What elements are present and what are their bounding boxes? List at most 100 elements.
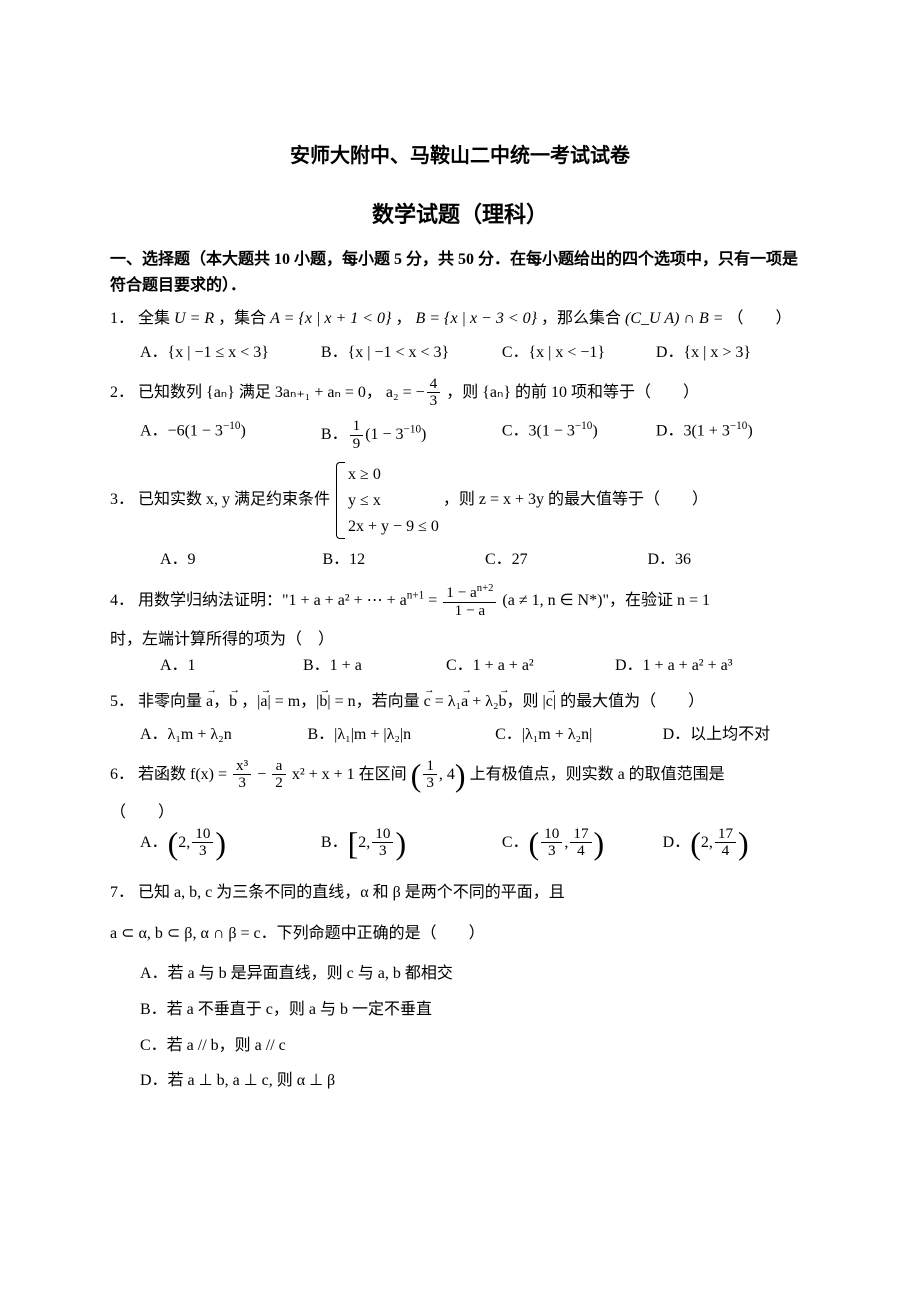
q2-optB-frac: 19 xyxy=(350,418,364,452)
q1-optB: B．{x | −1 < x < 3} xyxy=(321,340,502,366)
q4-fn-t: 1 − a xyxy=(446,584,477,601)
q2-optB-exp: −10 xyxy=(404,424,422,436)
title-sub: 数学试题（理科） xyxy=(110,197,810,232)
q6-f1n: x³ xyxy=(233,758,251,776)
q5-optC: C．|λ₁m + λ₂n| xyxy=(495,722,663,748)
q6-plD: ( xyxy=(690,827,701,859)
q6-optCln: 10 xyxy=(541,826,562,844)
q2-optB-fn: 1 xyxy=(350,418,364,436)
q6-plB: [ xyxy=(348,827,359,859)
section-header: 一、选择题（本大题共 10 小题，每小题 5 分，共 50 分．在每小题给出的四… xyxy=(110,247,810,298)
q5-vecb2: b xyxy=(319,689,327,715)
q5-num: 5． xyxy=(110,693,134,710)
q3-optD: D．36 xyxy=(648,547,811,573)
q7-optB: B．若 a 不垂直于 c，则 a 与 b 一定不垂直 xyxy=(140,997,810,1023)
q2-optC: C．3(1 − 3−10) xyxy=(502,418,656,452)
q1-aset: A = {x | x + 1 < 0} xyxy=(270,310,391,327)
q6-rr: , 4 xyxy=(439,762,455,788)
q5-options: A．λ₁m + λ₂n B．|λ₁|m + |λ₂|n C．|λ₁m + λ₂n… xyxy=(110,722,810,748)
q4-fn: 1 − an+2 xyxy=(443,583,496,603)
q5-t7: ，则 | xyxy=(507,693,546,710)
question-7: 7． 已知 a, b, c 为三条不同的直线，α 和 β 是两个不同的平面，且 … xyxy=(110,880,810,1094)
q1-num: 1． xyxy=(110,310,134,327)
q6-pl: ( xyxy=(411,759,422,791)
q7-optA: A．若 a 与 b 是异面直线，则 c 与 a, b 都相交 xyxy=(140,961,810,987)
q1-pre: 全集 xyxy=(138,310,170,327)
q6-plA: ( xyxy=(168,827,179,859)
q6-optCf2: 174 xyxy=(570,826,591,860)
q5-veca2: a xyxy=(260,689,267,715)
q2-text: 2． 已知数列 {aₙ} 满足 3aₙ₊₁ + aₙ = 0， a₂ = −43… xyxy=(110,376,810,410)
q2-optC-pre: C．3(1 − 3 xyxy=(502,422,575,439)
q6-prD: ) xyxy=(738,827,749,859)
q4-fn-s: n+2 xyxy=(477,583,494,594)
q6-t4: 上有极值点，则实数 a 的取值范围是 xyxy=(470,766,725,783)
q3-t2: ，则 z = x + 3y 的最大值等于（ ） xyxy=(443,492,708,509)
q3-c2: y ≤ x xyxy=(348,488,439,514)
q6-bpD: (2, 174) xyxy=(690,826,749,860)
q1-text: 1． 全集 U = R ，集合 A = {x | x + 1 < 0} ， B … xyxy=(110,306,810,332)
q6-optDl: 2, xyxy=(701,830,713,856)
q6-rf: 13 xyxy=(423,758,437,792)
q6-plC: ( xyxy=(529,827,540,859)
q6-f2n: a xyxy=(272,758,286,776)
q5-optB: B．|λ₁|m + |λ₂|n xyxy=(308,722,496,748)
q6-lblC: C． xyxy=(502,834,529,851)
q6-text: 6． 若函数 f(x) = x³3 − a2 x² + x + 1 在区间 (1… xyxy=(110,758,810,792)
q4-options: A．1 B．1 + a C．1 + a + a² D．1 + a + a² + … xyxy=(110,653,810,679)
question-6: 6． 若函数 f(x) = x³3 − a2 x² + x + 1 在区间 (1… xyxy=(110,758,810,860)
q5-optD: D．以上均不对 xyxy=(663,722,810,748)
q6-t3: x² + x + 1 在区间 xyxy=(292,766,407,783)
q4-num: 4． xyxy=(110,592,134,609)
q6-optBn: 10 xyxy=(372,826,393,844)
q5-vecc: c xyxy=(424,689,431,715)
q3-c1: x ≥ 0 xyxy=(348,462,439,488)
q2-t2: a₂ = − xyxy=(386,383,425,400)
q5-optA: A．λ₁m + λ₂n xyxy=(140,722,308,748)
q7-num: 7． xyxy=(110,884,134,901)
q6-optC: C．(103, 174) xyxy=(502,826,663,860)
q2-optD-post: ) xyxy=(747,422,752,439)
q6-optAf: 103 xyxy=(192,826,213,860)
q7-t1: 已知 a, b, c 为三条不同的直线，α 和 β 是两个不同的平面，且 xyxy=(138,884,565,901)
q6-f2: a2 xyxy=(272,758,286,792)
q1-mid2: ， xyxy=(395,310,411,327)
q6-lblD: D． xyxy=(663,834,691,851)
title-main: 安师大附中、马鞍山二中统一考试试卷 xyxy=(110,140,810,172)
q4-optB: B．1 + a xyxy=(303,653,446,679)
q6-num: 6． xyxy=(110,766,134,783)
question-2: 2． 已知数列 {aₙ} 满足 3aₙ₊₁ + aₙ = 0， a₂ = −43… xyxy=(110,376,810,453)
q2-optD: D．3(1 + 3−10) xyxy=(656,418,810,452)
q1-optA: A．{x | −1 ≤ x < 3} xyxy=(140,340,321,366)
q1-bset: B = {x | x − 3 < 0} xyxy=(415,310,537,327)
q3-optA: A．9 xyxy=(160,547,323,573)
q5-t6: + λ₂ xyxy=(468,693,498,710)
q6-optCrd: 4 xyxy=(570,843,591,860)
q2-optA-pre: A．−6(1 − 3 xyxy=(140,422,223,439)
question-3: 3． 已知实数 x, y 满足约束条件 x ≥ 0 y ≤ x 2x + y −… xyxy=(110,462,810,572)
q6-prA: ) xyxy=(215,827,226,859)
q6-optAd: 3 xyxy=(192,843,213,860)
q3-text: 3． 已知实数 x, y 满足约束条件 x ≥ 0 y ≤ x 2x + y −… xyxy=(110,462,810,539)
q2-optC-post: ) xyxy=(592,422,597,439)
q6-optB: B．[2, 103) xyxy=(321,826,502,860)
q1-mid1: ，集合 xyxy=(218,310,266,327)
q6-options: A．(2, 103) B．[2, 103) C．(103, 174) D．(2,… xyxy=(110,826,810,860)
q6-f2d: 2 xyxy=(272,775,286,792)
q6-optCf1: 103 xyxy=(541,826,562,860)
q6-paren: （ ） xyxy=(110,800,810,826)
q6-optCld: 3 xyxy=(541,843,562,860)
q2-t3: ，则 {aₙ} 的前 10 项和等于（ ） xyxy=(446,383,699,400)
q5-t1: 非零向量 xyxy=(138,693,202,710)
q2-optD-pre: D．3(1 + 3 xyxy=(656,422,730,439)
q2-frac-num: 4 xyxy=(427,376,441,394)
q5-vecb1: b xyxy=(229,689,237,715)
q2-frac: 43 xyxy=(427,376,441,410)
q6-optAn: 10 xyxy=(192,826,213,844)
q3-optC: C．27 xyxy=(485,547,648,573)
q6-range: (13, 4) xyxy=(411,758,466,792)
q2-frac-den: 3 xyxy=(427,393,441,410)
q6-optBd: 3 xyxy=(372,843,393,860)
q3-optB: B．12 xyxy=(323,547,486,573)
q4-optC: C．1 + a + a² xyxy=(446,653,615,679)
